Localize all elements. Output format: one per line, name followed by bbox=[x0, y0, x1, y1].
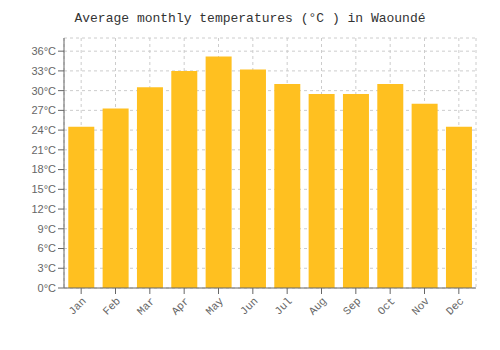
svg-text:Oct: Oct bbox=[375, 295, 397, 317]
svg-text:May: May bbox=[204, 295, 227, 318]
svg-text:Mar: Mar bbox=[135, 295, 157, 317]
svg-text:Apr: Apr bbox=[169, 295, 191, 317]
svg-text:36°C: 36°C bbox=[31, 45, 56, 57]
svg-text:18°C: 18°C bbox=[31, 163, 56, 175]
svg-text:Feb: Feb bbox=[101, 295, 123, 317]
svg-text:33°C: 33°C bbox=[31, 65, 56, 77]
svg-text:Sep: Sep bbox=[341, 295, 363, 317]
svg-text:21°C: 21°C bbox=[31, 144, 56, 156]
html-text:Average monthly temperatures (: Average monthly temperatures (°C ) in Wa… bbox=[74, 11, 426, 26]
svg-text:0°C: 0°C bbox=[38, 282, 57, 294]
svg-text:Nov: Nov bbox=[410, 295, 433, 318]
svg-text:24°C: 24°C bbox=[31, 124, 56, 136]
svg-text:9°C: 9°C bbox=[38, 223, 57, 235]
svg-text:6°C: 6°C bbox=[38, 242, 57, 254]
svg-text:Aug: Aug bbox=[307, 295, 329, 317]
svg-text:Jan: Jan bbox=[66, 295, 88, 317]
svg-text:12°C: 12°C bbox=[31, 203, 56, 215]
svg-text:Jun: Jun bbox=[238, 295, 260, 317]
svg-text:27°C: 27°C bbox=[31, 104, 56, 116]
svg-text:15°C: 15°C bbox=[31, 183, 56, 195]
svg-text:Dec: Dec bbox=[444, 295, 466, 317]
svg-text:Jul: Jul bbox=[272, 295, 294, 317]
svg-text:3°C: 3°C bbox=[38, 262, 57, 274]
svg-text:30°C: 30°C bbox=[31, 85, 56, 97]
